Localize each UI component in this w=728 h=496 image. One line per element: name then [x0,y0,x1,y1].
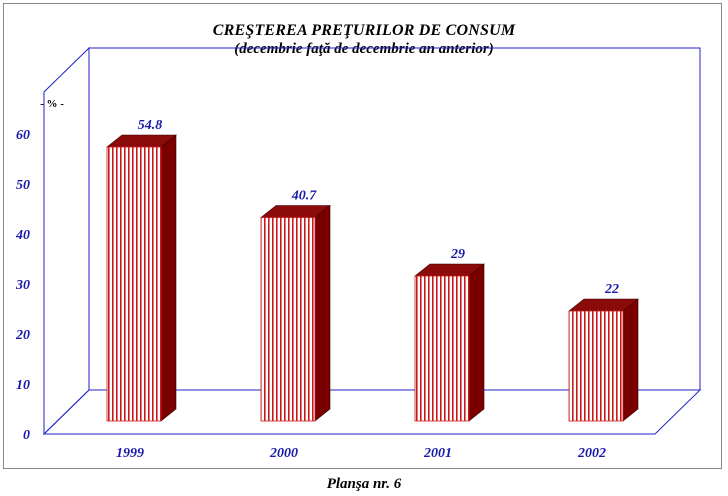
chart-title: CREŞTEREA PREŢURILOR DE CONSUM [212,22,516,39]
footer-label: Planşa nr. 6 [326,476,402,492]
bar [106,146,162,422]
bar-side [314,204,331,422]
x-tick-label: 2001 [423,446,452,461]
y-tick-label: 50 [16,178,30,193]
y-unit-label: - % - [40,98,64,110]
bar-side [160,134,177,422]
bar [414,275,470,422]
data-label: 22 [604,282,619,297]
chart-floor [42,389,702,435]
data-label: 29 [450,247,465,262]
x-tick-label: 2002 [577,446,606,461]
bar-side [468,263,485,422]
y-tick-label: 0 [23,428,30,443]
data-label: 54.8 [138,118,163,133]
bar-side [622,298,639,422]
y-tick-label: 20 [15,328,30,343]
y-tick-label: 30 [15,278,30,293]
y-tick-label: 10 [16,378,30,393]
data-label: 40.7 [291,189,318,204]
bar [260,217,316,422]
bar [568,310,624,422]
y-tick-label: 60 [16,128,30,143]
chart-subtitle: (decembrie faţă de decembrie an anterior… [234,41,494,57]
x-tick-label: 2000 [269,446,298,461]
y-tick-label: 40 [15,228,30,243]
x-tick-label: 1999 [116,446,144,461]
